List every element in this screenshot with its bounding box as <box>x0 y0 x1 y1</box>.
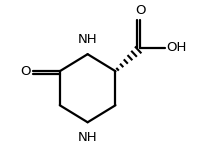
Text: NH: NH <box>78 131 97 144</box>
Text: NH: NH <box>78 33 97 46</box>
Text: O: O <box>135 4 145 17</box>
Text: O: O <box>20 65 30 78</box>
Text: OH: OH <box>167 41 187 54</box>
